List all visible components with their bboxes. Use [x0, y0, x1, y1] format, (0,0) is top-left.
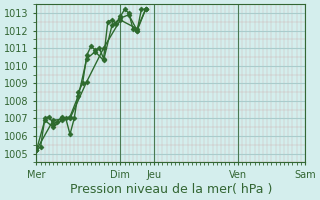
X-axis label: Pression niveau de la mer( hPa ): Pression niveau de la mer( hPa ) — [69, 183, 272, 196]
